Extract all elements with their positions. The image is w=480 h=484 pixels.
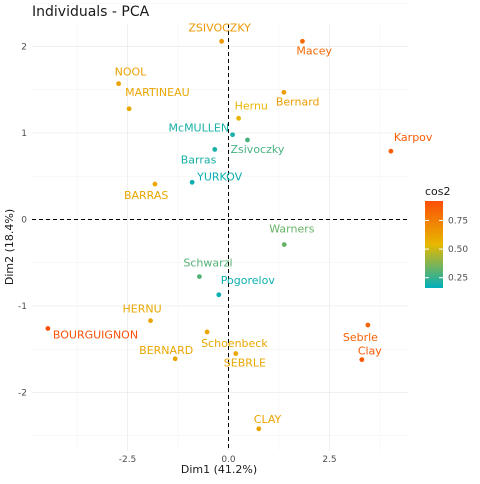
point-label: ZSIVOCZKY (188, 21, 251, 34)
point-label: Hernu (235, 99, 268, 112)
legend-tick-label: 0.25 (448, 274, 468, 284)
y-tick-label: 2 (21, 43, 27, 53)
y-tick-label: 0 (21, 216, 27, 226)
y-tick-label: -2 (18, 389, 27, 399)
point-labels: ZSIVOCZKY Macey NOOL MARTINEAU Bernard Hernu M… (53, 21, 433, 426)
points (45, 38, 394, 432)
point (281, 242, 287, 247)
y-axis-title: Dim2 (18.4%) (3, 209, 16, 285)
point (172, 356, 178, 362)
point (197, 274, 202, 279)
y-tick-label: -1 (18, 302, 27, 312)
point-label: Clay (358, 345, 382, 358)
reference-lines (32, 24, 408, 451)
point-label: Barras (181, 153, 217, 166)
point-label: Macey (296, 44, 332, 57)
point (300, 38, 305, 44)
legend-tick-label: 0.75 (448, 216, 468, 226)
point-label: SEBRLE (224, 357, 266, 370)
point (189, 179, 195, 185)
point-label: HERNU (123, 303, 162, 316)
point (365, 322, 371, 328)
point-label: McMULLEN (169, 122, 230, 135)
plot-title: Individuals - PCA (32, 4, 150, 20)
point (245, 137, 250, 143)
legend-colorbar (425, 201, 443, 288)
point (212, 147, 218, 152)
point-label: NOOL (115, 66, 148, 79)
point (256, 426, 262, 432)
y-tick-label: 1 (21, 129, 27, 139)
point (216, 292, 222, 298)
point (230, 132, 235, 138)
point-label: BOURGUIGNON (53, 328, 138, 341)
x-tick-label: -2.5 (119, 455, 137, 465)
point-label: MARTINEAU (125, 86, 190, 99)
point-label: Sebrle (343, 331, 378, 344)
point (359, 357, 365, 363)
point-label: Zsivoczky (230, 143, 284, 156)
point (236, 115, 242, 121)
point (233, 351, 239, 356)
legend-tick-label: 0.50 (448, 245, 468, 255)
point (45, 326, 51, 331)
tick-labels: -2.5 0.0 2.5 -2 -1 0 1 2 (18, 43, 337, 466)
point-label: BERNARD (139, 344, 193, 357)
grid (32, 3, 408, 451)
point (148, 318, 153, 324)
point-label: Pogorelov (221, 274, 276, 287)
legend-title: cos2 (425, 185, 451, 198)
point-label: CLAY (254, 413, 282, 426)
point-label: Schoenbeck (201, 337, 268, 350)
x-tick-label: 0.0 (221, 455, 236, 465)
point-label: BARRAS (124, 189, 168, 202)
x-tick-label: 2.5 (322, 455, 336, 465)
x-axis-title: Dim1 (41.2%) (181, 463, 257, 476)
point (204, 329, 210, 335)
point (126, 106, 132, 112)
point-label: Karpov (394, 131, 433, 144)
point (281, 89, 287, 95)
legend: cos2 0.25 0.50 0.75 (425, 185, 468, 288)
point (152, 181, 158, 187)
point-label: Bernard (276, 95, 320, 108)
point-label: YURKOV (196, 170, 242, 183)
point (219, 38, 225, 44)
legend-ticks: 0.25 0.50 0.75 (425, 216, 468, 284)
point-label: Schwarzl (183, 257, 232, 270)
point (116, 81, 122, 87)
point-label: Warners (269, 223, 315, 236)
point (388, 148, 394, 154)
